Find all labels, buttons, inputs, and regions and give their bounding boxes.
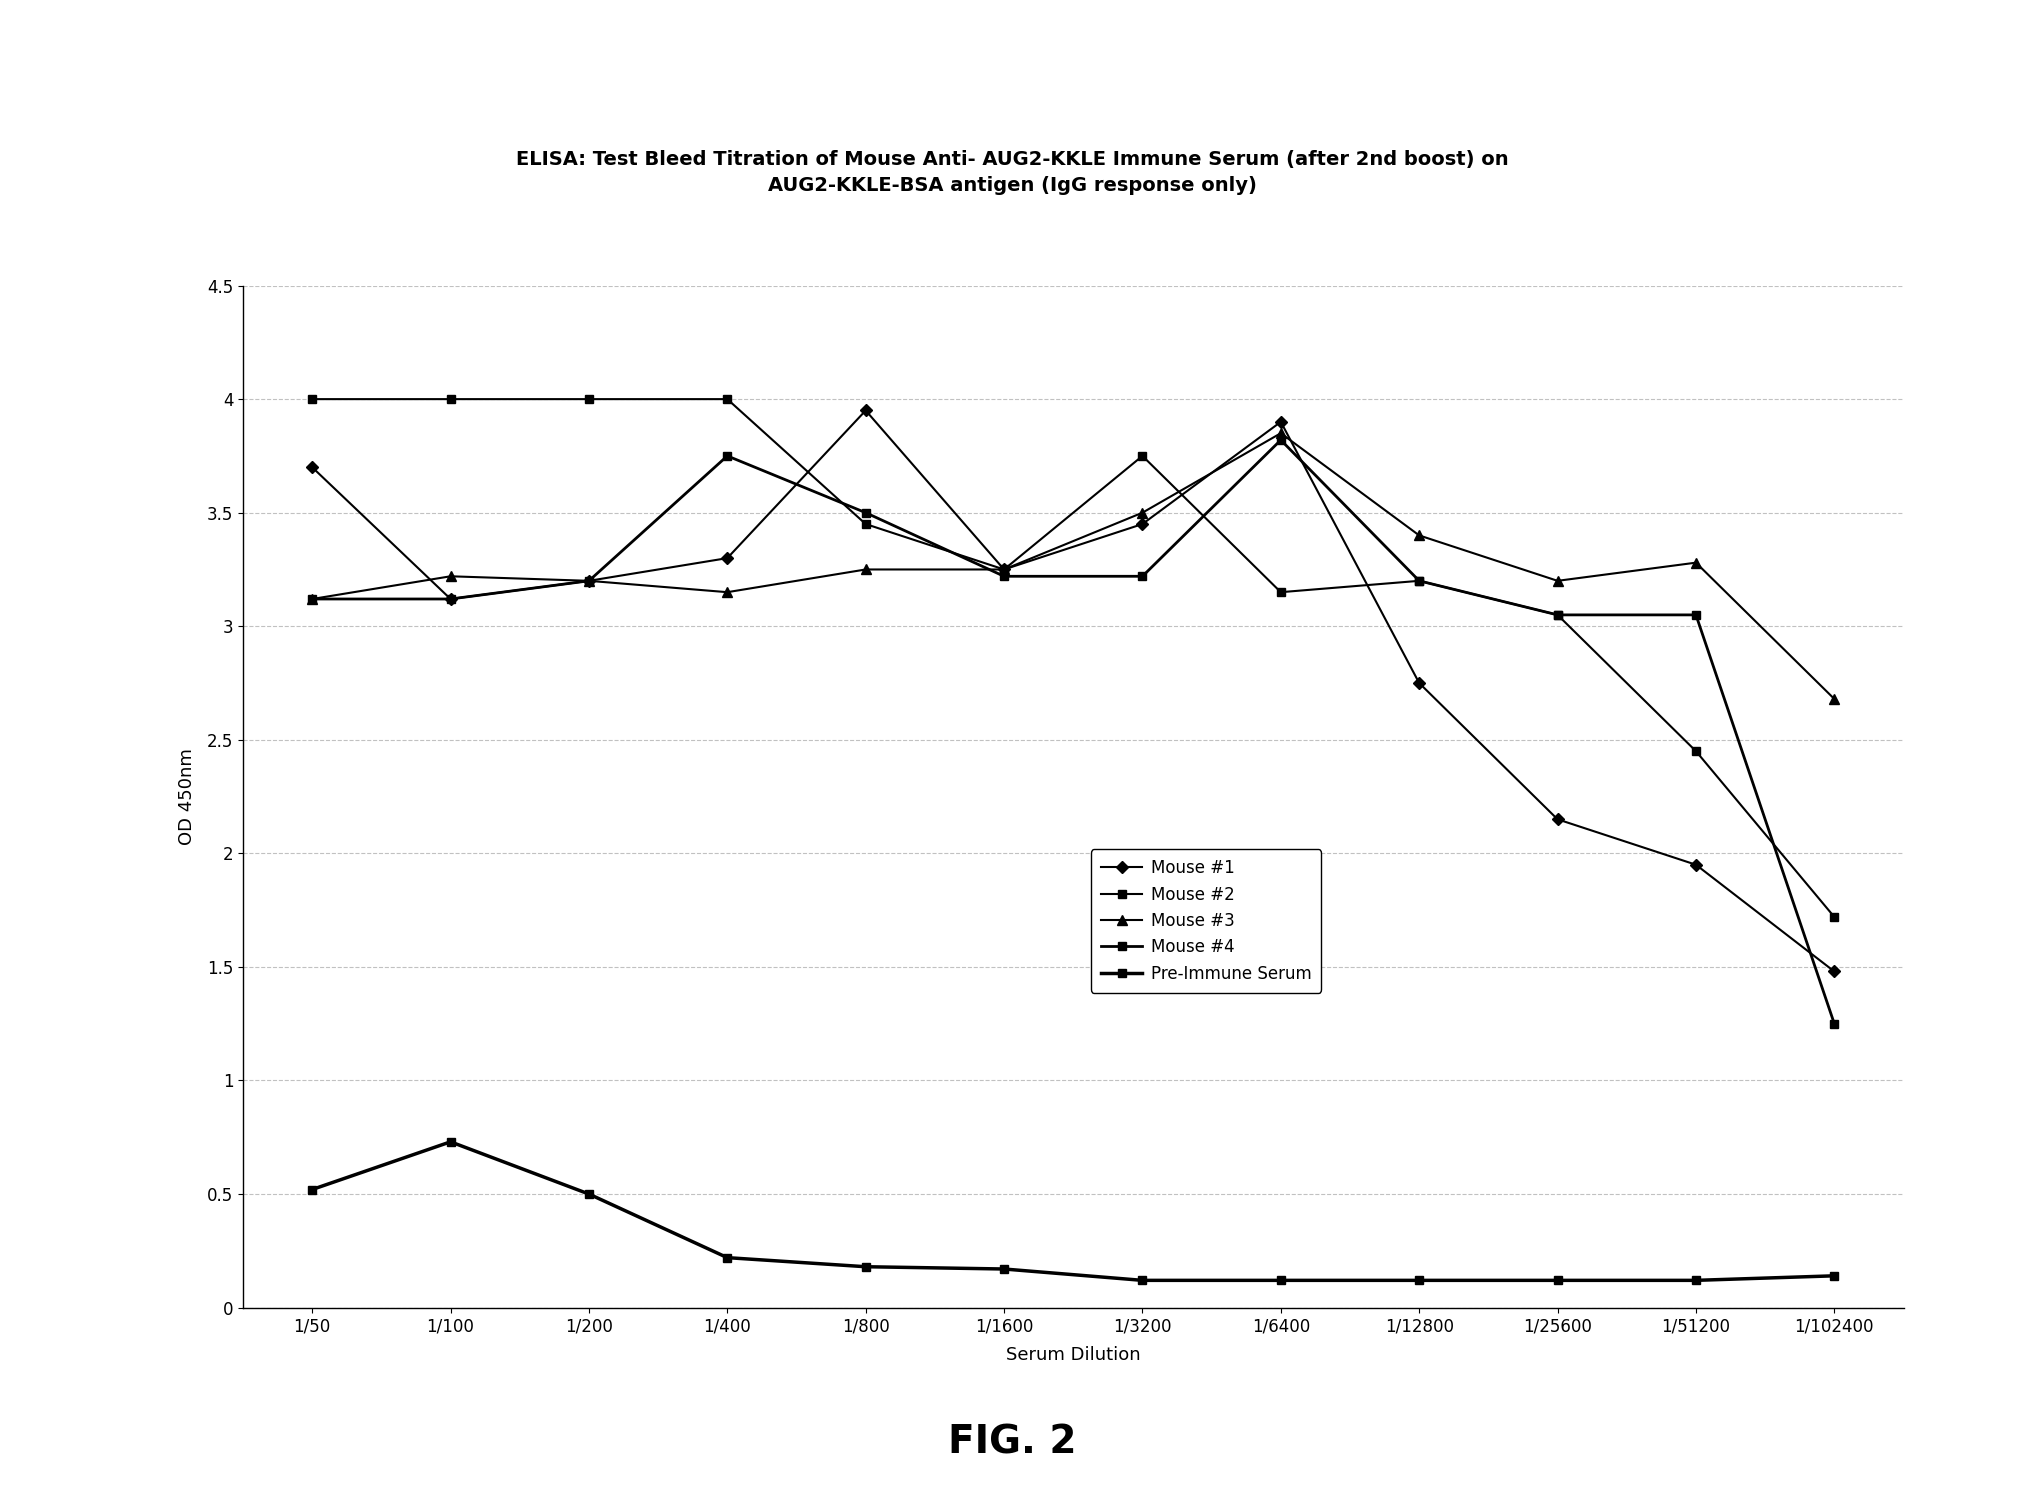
Mouse #3 — [437, 567, 462, 585]
Mouse #4 — [715, 446, 739, 464]
Mouse #3 — [577, 571, 601, 589]
Pre-Immune Serum — [300, 1180, 324, 1198]
Pre-Immune Serum — [437, 1133, 462, 1151]
Pre-Immune Serum — [1268, 1272, 1294, 1290]
Text: ELISA: Test Bleed Titration of Mouse Anti- AUG2-KKLE Immune Serum (after 2nd boo: ELISA: Test Bleed Titration of Mouse Ant… — [516, 150, 1509, 195]
Pre-Immune Serum — [855, 1258, 879, 1276]
Mouse #3 — [1130, 504, 1154, 522]
Line: Mouse #1: Mouse #1 — [308, 406, 1839, 975]
Pre-Immune Serum — [1685, 1272, 1709, 1290]
Pre-Immune Serum — [1545, 1272, 1569, 1290]
Mouse #3 — [855, 561, 879, 579]
Pre-Immune Serum — [992, 1260, 1017, 1278]
Mouse #4 — [1822, 1015, 1847, 1033]
Mouse #1 — [1407, 673, 1432, 691]
Mouse #2 — [992, 561, 1017, 579]
Mouse #2 — [437, 391, 462, 409]
Mouse #4 — [1545, 606, 1569, 624]
Mouse #3 — [1822, 690, 1847, 708]
Mouse #4 — [1407, 571, 1432, 589]
Mouse #2 — [1268, 583, 1294, 601]
Legend: Mouse #1, Mouse #2, Mouse #3, Mouse #4, Pre-Immune Serum: Mouse #1, Mouse #2, Mouse #3, Mouse #4, … — [1091, 849, 1322, 992]
Mouse #4 — [300, 591, 324, 609]
Mouse #2 — [715, 391, 739, 409]
Y-axis label: OD 450nm: OD 450nm — [178, 748, 196, 845]
Mouse #3 — [300, 591, 324, 609]
Text: FIG. 2: FIG. 2 — [948, 1423, 1077, 1462]
Mouse #1 — [715, 549, 739, 567]
Mouse #1 — [577, 571, 601, 589]
Mouse #3 — [1407, 526, 1432, 544]
Mouse #3 — [715, 583, 739, 601]
Pre-Immune Serum — [1822, 1267, 1847, 1285]
Mouse #2 — [1545, 606, 1569, 624]
Pre-Immune Serum — [1407, 1272, 1432, 1290]
Line: Mouse #4: Mouse #4 — [308, 436, 1839, 1028]
Mouse #1 — [1545, 810, 1569, 828]
Mouse #4 — [1685, 606, 1709, 624]
Mouse #1 — [1822, 962, 1847, 980]
Mouse #1 — [1685, 855, 1709, 873]
Mouse #4 — [855, 504, 879, 522]
Mouse #4 — [992, 567, 1017, 585]
Mouse #3 — [1268, 424, 1294, 442]
X-axis label: Serum Dilution: Serum Dilution — [1006, 1347, 1140, 1365]
Mouse #2 — [1822, 908, 1847, 926]
Mouse #3 — [1685, 553, 1709, 571]
Mouse #1 — [437, 591, 462, 609]
Pre-Immune Serum — [1130, 1272, 1154, 1290]
Mouse #4 — [1268, 431, 1294, 449]
Line: Mouse #2: Mouse #2 — [308, 395, 1839, 921]
Mouse #2 — [1130, 446, 1154, 464]
Mouse #2 — [300, 391, 324, 409]
Mouse #1 — [855, 401, 879, 419]
Mouse #4 — [437, 591, 462, 609]
Pre-Immune Serum — [715, 1249, 739, 1267]
Line: Pre-Immune Serum: Pre-Immune Serum — [308, 1138, 1839, 1285]
Pre-Immune Serum — [577, 1184, 601, 1202]
Mouse #4 — [1130, 567, 1154, 585]
Mouse #2 — [1407, 571, 1432, 589]
Mouse #3 — [1545, 571, 1569, 589]
Mouse #1 — [992, 561, 1017, 579]
Mouse #3 — [992, 561, 1017, 579]
Mouse #4 — [577, 571, 601, 589]
Mouse #2 — [577, 391, 601, 409]
Mouse #2 — [1685, 742, 1709, 761]
Mouse #1 — [300, 458, 324, 476]
Line: Mouse #3: Mouse #3 — [308, 428, 1839, 703]
Mouse #2 — [855, 516, 879, 534]
Mouse #1 — [1130, 516, 1154, 534]
Mouse #1 — [1268, 413, 1294, 431]
